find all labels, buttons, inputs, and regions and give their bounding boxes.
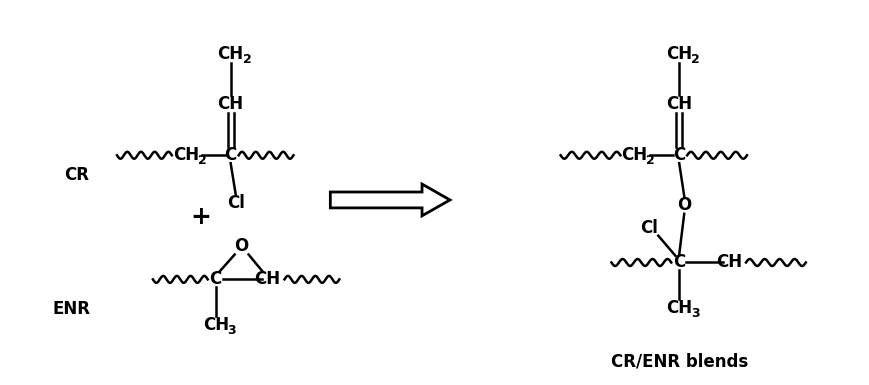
Text: CR: CR [63, 166, 89, 184]
FancyArrow shape [330, 184, 449, 216]
Text: C: C [673, 146, 685, 164]
Text: 3: 3 [690, 307, 699, 320]
Text: C: C [224, 146, 236, 164]
Text: C: C [673, 253, 685, 271]
Text: CH: CH [666, 95, 692, 113]
Text: Cl: Cl [640, 219, 658, 237]
Text: CH: CH [620, 146, 647, 164]
Text: CH: CH [173, 146, 199, 164]
Text: CH: CH [254, 270, 281, 288]
Text: CR/ENR blends: CR/ENR blends [610, 353, 747, 371]
Text: 2: 2 [646, 154, 654, 167]
Text: O: O [676, 196, 691, 214]
Text: CH: CH [202, 316, 229, 334]
Text: 2: 2 [242, 53, 251, 66]
Text: CH: CH [217, 95, 243, 113]
Text: 2: 2 [197, 154, 206, 167]
Text: CH: CH [666, 299, 692, 317]
Text: C: C [209, 270, 222, 288]
Text: CH: CH [715, 253, 741, 271]
Text: CH: CH [217, 45, 243, 63]
Text: 3: 3 [228, 324, 236, 337]
Text: Cl: Cl [227, 194, 244, 212]
Text: CH: CH [666, 45, 692, 63]
Text: +: + [190, 205, 211, 229]
Text: 2: 2 [690, 53, 700, 66]
Text: ENR: ENR [52, 300, 90, 318]
Text: O: O [235, 237, 249, 254]
